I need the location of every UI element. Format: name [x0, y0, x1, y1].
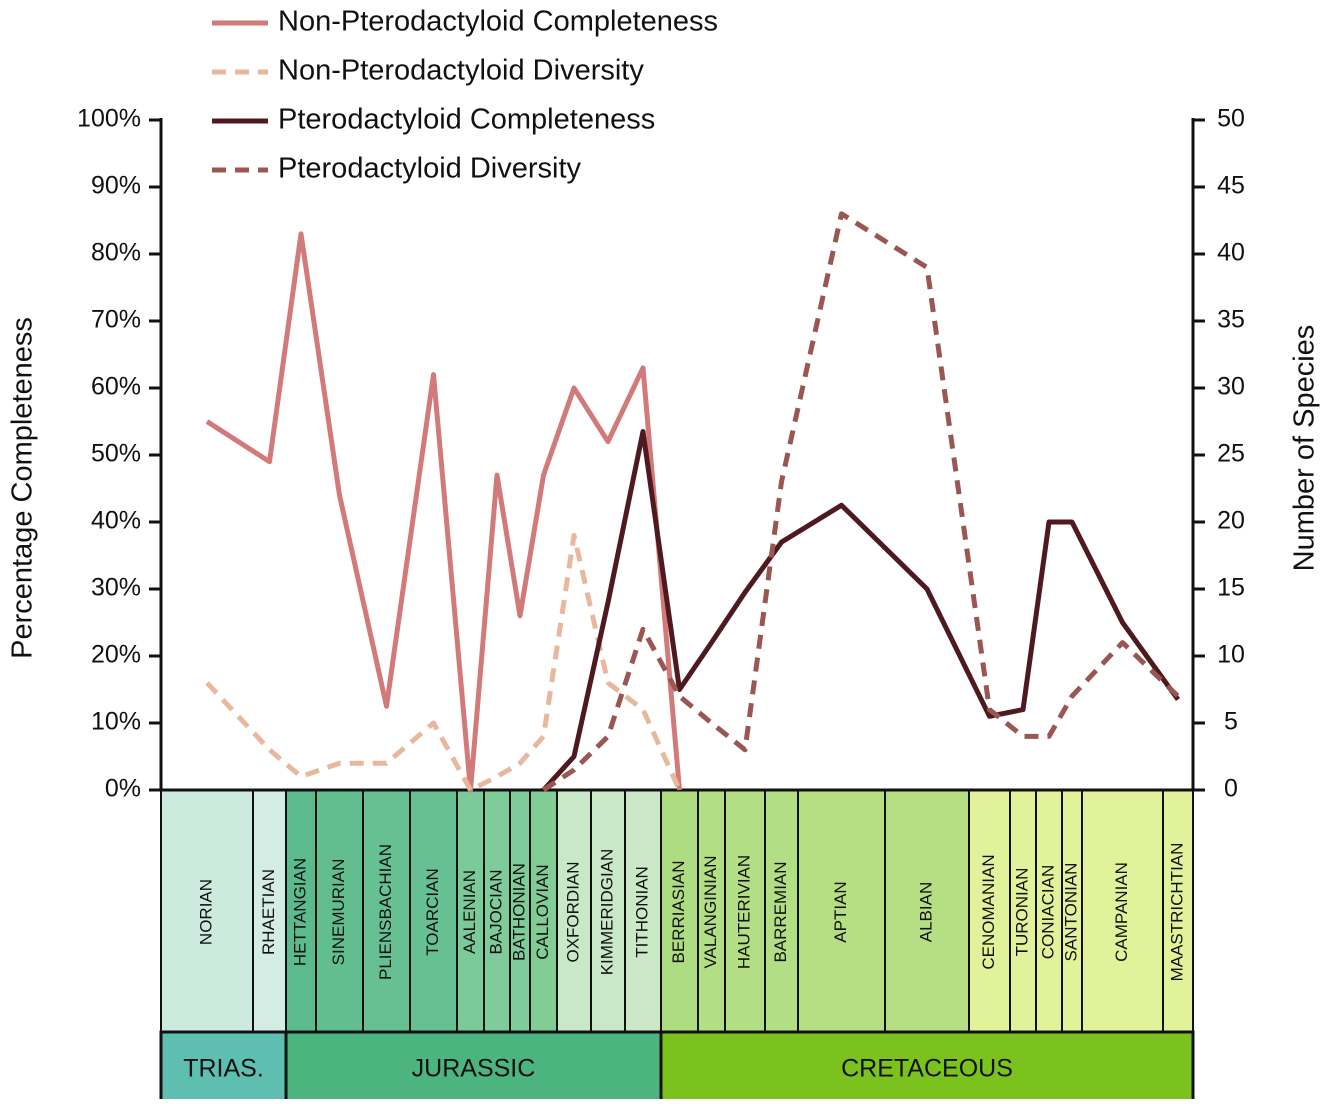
stage-box	[764, 789, 799, 1033]
stage-label: ALBIAN	[916, 882, 935, 942]
y-tick-label: 20%	[91, 641, 141, 669]
stage-box	[483, 789, 511, 1033]
stage-label: CENOMANIAN	[979, 854, 998, 969]
period-label: TRIAS.	[183, 1055, 264, 1083]
period-box	[659, 1030, 1195, 1104]
stage-box	[968, 789, 1011, 1033]
stage-label: APTIAN	[831, 881, 850, 942]
stage-box	[1162, 789, 1194, 1033]
y2-tick-label: 10	[1217, 641, 1245, 669]
stage-box	[884, 789, 970, 1033]
stage-label: HETTANGIAN	[290, 858, 309, 966]
stage-box	[409, 789, 458, 1033]
stage-label: PLIENSBACHIAN	[376, 844, 395, 980]
stage-label: SINEMURIAN	[329, 859, 348, 966]
stage-label: NORIAN	[196, 879, 215, 945]
stage-label: BAJOCIAN	[486, 869, 505, 954]
y-axis-title: Percentage Completeness	[7, 317, 39, 659]
stage-box	[660, 789, 699, 1033]
stage-label: RHAETIAN	[259, 869, 278, 955]
stage-label: AALENIAN	[460, 870, 479, 954]
stage-box	[160, 789, 254, 1033]
legend-label: Pterodactyloid Diversity	[278, 153, 581, 185]
stage-label: CONIACIAN	[1038, 865, 1057, 959]
series-line	[541, 429, 1181, 792]
stage-label: SANTONIAN	[1061, 863, 1080, 962]
y2-tick-label: 30	[1217, 373, 1245, 401]
stage-box	[624, 789, 662, 1033]
series-line	[205, 532, 682, 793]
y-tick-label: 90%	[91, 172, 141, 200]
stage-label: BATHONIAN	[509, 863, 528, 961]
period-box	[159, 1030, 288, 1104]
stage-label: KIMMERIDGIAN	[597, 849, 616, 976]
y-tick-label: 0%	[105, 775, 141, 803]
y-tick-label: 70%	[91, 306, 141, 334]
y-tick-label: 40%	[91, 507, 141, 535]
y-tick-label: 60%	[91, 373, 141, 401]
y2-tick-label: 35	[1217, 306, 1245, 334]
stage-label: MAASTRICHTIAN	[1167, 843, 1186, 982]
y-tick-label: 10%	[91, 708, 141, 736]
stage-label: TOARCIAN	[423, 868, 442, 956]
y-tick-label: 50%	[91, 440, 141, 468]
y2-tick-label: 0	[1224, 775, 1238, 803]
legend-label: Non-Pterodactyloid Completeness	[278, 6, 718, 38]
period-label: JURASSIC	[412, 1055, 536, 1083]
stage-label: OXFORDIAN	[563, 861, 582, 962]
legend-label: Pterodactyloid Completeness	[278, 104, 655, 136]
y-tick-label: 30%	[91, 574, 141, 602]
period-label: CRETACEOUS	[841, 1055, 1013, 1083]
y-tick-label: 100%	[77, 105, 141, 133]
stage-label: BARREMIAN	[771, 861, 790, 962]
stage-box	[724, 789, 766, 1033]
y2-tick-label: 15	[1217, 574, 1245, 602]
stage-label: VALANGINIAN	[701, 855, 720, 968]
stage-label: TITHONIAN	[632, 866, 651, 958]
y2-axis-title: Number of Species	[1289, 325, 1321, 572]
y2-tick-label: 20	[1217, 507, 1245, 535]
series-line	[205, 231, 682, 793]
stage-label: HAUTERIVIAN	[734, 855, 753, 969]
y2-tick-label: 45	[1217, 172, 1245, 200]
y-tick-label: 80%	[91, 239, 141, 267]
y2-tick-label: 25	[1217, 440, 1245, 468]
y2-tick-label: 40	[1217, 239, 1245, 267]
stage-label: CALLOVIAN	[533, 864, 552, 959]
series-line	[542, 211, 1180, 793]
stage-label: BERRIASIAN	[669, 861, 688, 964]
y2-tick-label: 50	[1217, 105, 1245, 133]
legend-label: Non-Pterodactyloid Diversity	[278, 55, 644, 87]
stage-label: TURONIAN	[1012, 868, 1031, 957]
stage-label: CAMPANIAN	[1112, 862, 1131, 962]
y2-tick-label: 5	[1224, 708, 1238, 736]
stage-box	[797, 789, 886, 1033]
